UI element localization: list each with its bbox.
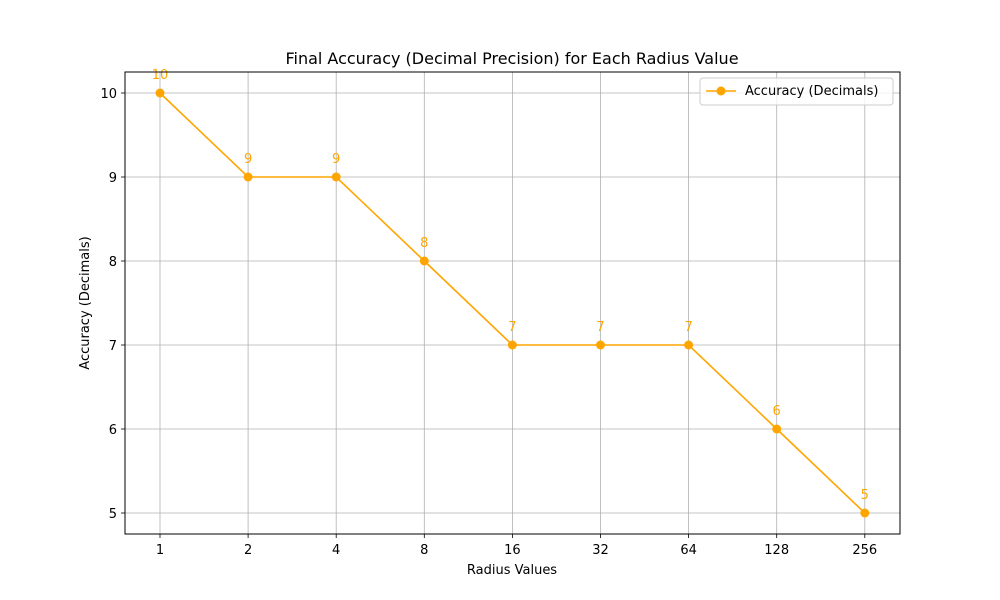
data-point (860, 508, 870, 518)
data-point (331, 172, 341, 182)
y-axis-label: Accuracy (Decimals) (78, 236, 93, 369)
x-tick-label: 1 (156, 543, 164, 558)
data-label: 6 (773, 404, 781, 419)
data-point (684, 340, 694, 350)
data-label: 8 (420, 236, 428, 251)
data-label: 7 (596, 320, 604, 335)
data-label: 9 (244, 152, 252, 167)
data-point (155, 88, 165, 98)
data-point (419, 256, 429, 266)
y-tick-label: 6 (109, 423, 117, 438)
data-label: 9 (332, 152, 340, 167)
x-tick-label: 32 (592, 543, 609, 558)
data-label: 7 (508, 320, 516, 335)
legend-entry-accuracy: Accuracy (Decimals) (745, 84, 878, 99)
data-point (243, 172, 253, 182)
x-tick-label: 2 (244, 543, 252, 558)
x-axis-ticks: 1 2 4 8 16 32 64 128 256 (156, 534, 877, 558)
x-tick-label: 16 (504, 543, 521, 558)
x-axis-label: Radius Values (467, 563, 557, 578)
y-axis-ticks: 5 6 7 8 9 10 (100, 87, 125, 522)
x-tick-label: 8 (420, 543, 428, 558)
data-point (772, 424, 782, 434)
series-markers (155, 88, 870, 518)
data-label: 7 (684, 320, 692, 335)
x-tick-label: 256 (852, 543, 877, 558)
y-tick-label: 9 (109, 171, 117, 186)
y-tick-label: 8 (109, 255, 117, 270)
x-tick-label: 128 (764, 543, 789, 558)
data-label: 5 (861, 488, 869, 503)
x-tick-label: 64 (680, 543, 697, 558)
legend-box (699, 77, 894, 106)
y-tick-label: 10 (100, 87, 117, 102)
data-point (596, 340, 605, 350)
legend: Accuracy (Decimals) (699, 77, 894, 106)
chart-title: Final Accuracy (Decimal Precision) for E… (285, 49, 738, 68)
data-label: 10 (152, 68, 169, 83)
y-tick-label: 7 (109, 339, 117, 354)
data-point (507, 340, 517, 350)
legend-marker-sample (716, 86, 726, 96)
x-tick-label: 4 (332, 543, 340, 558)
grid-lines (125, 72, 900, 534)
y-tick-label: 5 (109, 507, 117, 522)
